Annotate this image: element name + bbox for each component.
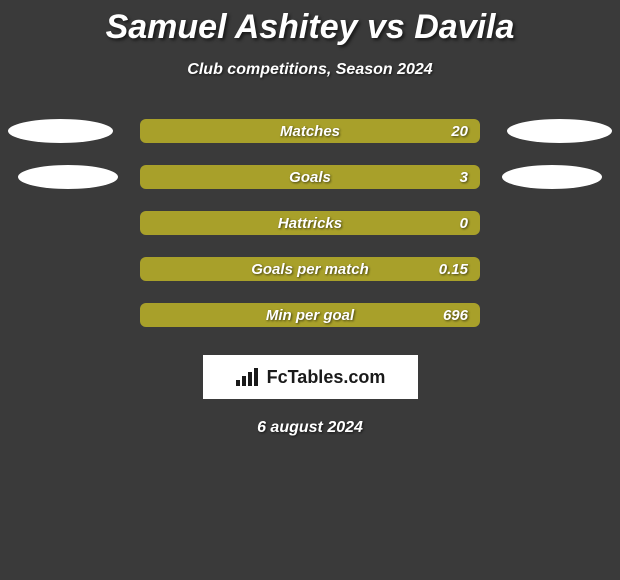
stat-row-goals-per-match: Goals per match 0.15 (0, 257, 620, 281)
stat-value: 0 (460, 215, 468, 232)
stat-value: 0.15 (439, 261, 468, 278)
stat-label: Goals (289, 169, 331, 186)
stat-value: 3 (460, 169, 468, 186)
player-left-marker (8, 119, 113, 143)
player-right-marker (507, 119, 612, 143)
stat-bar: Hattricks 0 (140, 211, 480, 235)
comparison-title: Samuel Ashitey vs Davila (0, 0, 620, 47)
stat-rows: Matches 20 Goals 3 Hattricks 0 Goals per… (0, 119, 620, 327)
stat-bar: Goals 3 (140, 165, 480, 189)
bar-chart-icon (235, 367, 261, 387)
stat-label: Min per goal (266, 307, 354, 324)
stat-bar: Min per goal 696 (140, 303, 480, 327)
comparison-subtitle: Club competitions, Season 2024 (0, 61, 620, 79)
stat-row-hattricks: Hattricks 0 (0, 211, 620, 235)
snapshot-date: 6 august 2024 (0, 419, 620, 437)
stat-bar: Matches 20 (140, 119, 480, 143)
source-logo: FcTables.com (203, 355, 418, 399)
stat-label: Hattricks (278, 215, 342, 232)
player-right-marker (502, 165, 602, 189)
stat-label: Goals per match (251, 261, 369, 278)
logo-text: FcTables.com (267, 367, 386, 388)
stat-bar: Goals per match 0.15 (140, 257, 480, 281)
stat-value: 696 (443, 307, 468, 324)
stat-row-min-per-goal: Min per goal 696 (0, 303, 620, 327)
stat-row-goals: Goals 3 (0, 165, 620, 189)
stat-label: Matches (280, 123, 340, 140)
player-left-marker (18, 165, 118, 189)
stat-row-matches: Matches 20 (0, 119, 620, 143)
stat-value: 20 (451, 123, 468, 140)
